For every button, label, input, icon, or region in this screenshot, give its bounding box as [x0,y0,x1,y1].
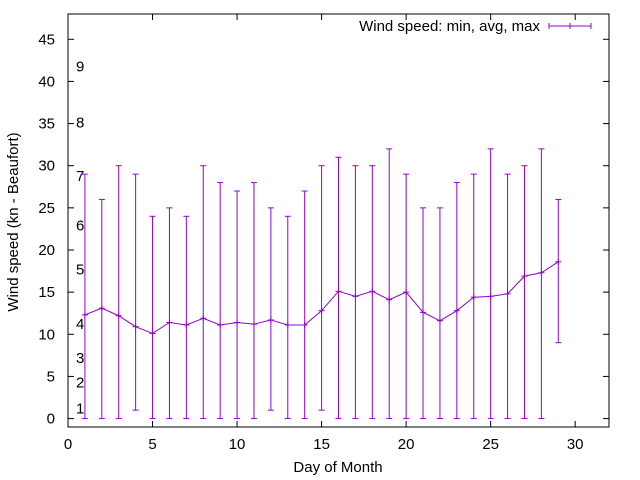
plot-frame [67,13,610,428]
x-tick-label: 15 [313,436,330,453]
x-tick-label: 5 [148,436,156,453]
y-tick-label: 20 [38,242,55,259]
y-tick-label: 30 [38,158,55,175]
wind-series [81,148,562,420]
y-tick-label: 45 [38,31,55,48]
y-tick-label: 25 [38,200,55,217]
x-axis-label: Day of Month [293,459,382,476]
beaufort-label: 3 [76,350,84,367]
beaufort-label: 8 [76,115,84,132]
legend-label: Wind speed: min, avg, max [359,18,540,35]
y-tick-label: 10 [38,326,55,343]
beaufort-label: 9 [76,58,84,75]
x-tick-label: 10 [229,436,246,453]
y-tick-label: 0 [47,411,55,428]
x-tick-label: 0 [64,436,72,453]
y-tick-label: 15 [38,284,55,301]
y-axis-label: Wind speed (kn - Beaufort) [5,132,22,311]
y-tick-label: 40 [38,73,55,90]
beaufort-label: 7 [76,168,84,185]
beaufort-label: 5 [76,261,84,278]
beaufort-label: 1 [76,400,84,417]
x-tick-label: 25 [482,436,499,453]
legend: Wind speed: min, avg, max [359,18,592,35]
x-tick-label: 20 [398,436,415,453]
y-tick-label: 35 [38,116,55,133]
beaufort-label: 4 [76,316,84,333]
beaufort-label: 6 [76,218,84,235]
y-tick-label: 5 [47,368,55,385]
legend-sample [548,23,592,29]
x-tick-label: 30 [567,436,584,453]
beaufort-label: 2 [76,374,84,391]
beaufort-scale-labels: 1 2 3 4 5 6 7 8 9 [76,58,84,417]
